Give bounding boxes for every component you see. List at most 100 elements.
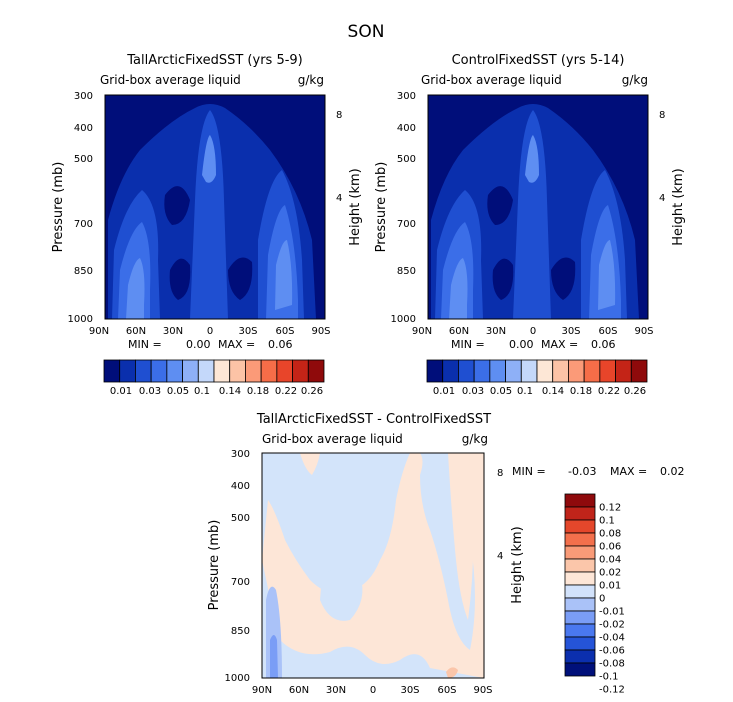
colorbar-tick-label: -0.08 [599,659,625,670]
colorbar-swatch [166,359,183,383]
colorbar-tick-label: -0.02 [599,620,625,631]
colorbar-tick-label: 0.14 [219,386,241,397]
contour-hole-3 [487,186,513,225]
colorbar-tick-label: 0.04 [599,555,621,566]
contour-field [428,95,648,319]
colorbar-swatch [426,359,444,383]
x-tick-labels: 90N 60N 30N 0 30S 60S 90S [89,326,331,337]
positive-region-top [300,453,320,475]
colorbar-tick-label: -0.04 [599,633,625,644]
colorbar-swatch [245,359,262,383]
x-tick-label: 0 [207,326,213,337]
panel-subtitle: Grid-box average liquid [262,432,403,446]
x-tick-label: 60N [126,326,146,337]
colorbar-swatch [583,359,601,383]
colorbar-swatch [564,636,596,651]
colorbar-tick-label: 0 [599,594,605,605]
y-tick-label: 700 [231,577,250,588]
y-axis-title: Pressure (mb) [374,162,389,253]
panel-title: TallArcticFixedSST (yrs 5-9) [126,53,303,68]
colorbar-swatch [505,359,522,383]
contour-field [105,95,325,319]
x-tick-label: 90N [412,326,432,337]
y-tick-label: 300 [397,91,416,102]
colorbar-swatch [442,359,459,383]
colorbar-swatch [564,532,596,547]
contour-hole [492,258,514,300]
colorbar-tick-label: 0.14 [542,386,564,397]
colorbar-swatch [564,571,596,586]
colorbar-swatch [489,359,506,383]
colorbar-swatch [119,359,136,383]
x-tick-label: 90S [311,326,330,337]
colorbar-labels: 0.01 0.03 0.05 0.1 0.14 0.18 0.22 0.26 [110,386,323,397]
blue-interior [320,567,363,621]
units-label: g/kg [298,73,324,87]
colorbar-swatch [536,359,554,383]
min-label: MIN = [512,465,546,478]
colorbar-tick-label: 0.18 [570,386,592,397]
x-tick-label: 60S [598,326,617,337]
panel-top-right: ControlFixedSST (yrs 5-14) Grid-box aver… [374,53,686,397]
colorbar-swatch [564,662,596,677]
figure-title: SON [348,22,385,42]
y-axis-title: Pressure (mb) [51,162,66,253]
y-tick-label: 400 [397,123,416,134]
positive-spot [446,667,458,678]
colorbar [426,359,648,383]
min-label: MIN = [451,338,485,351]
colorbar-tick-label: 0.06 [599,542,621,553]
colorbar-tick-label: 0.26 [624,386,646,397]
y-right-tick-label: 4 [659,193,665,204]
y-tick-label: 1000 [68,314,93,325]
x-tick-label: 60N [289,685,309,696]
colorbar-swatch [615,359,632,383]
colorbar-swatch [564,623,596,638]
y-axis-title-right: Height (km) [348,168,363,245]
colorbar-tick-label: -0.01 [599,607,625,618]
contour-tropical [190,110,228,319]
y-tick-label: 400 [231,481,250,492]
y-right-tick-label: 8 [659,110,665,121]
units-label: g/kg [462,432,488,446]
colorbar-tick-label: 0.05 [490,386,512,397]
contour-hole-2 [551,257,576,300]
y-tick-label: 850 [231,626,250,637]
x-tick-labels: 90N 60N 30N 0 30S 60S 90S [412,326,654,337]
max-value: 0.02 [660,465,685,478]
colorbar-tick-label: 0.12 [599,503,621,514]
positive-region-right [448,453,474,620]
colorbar-tick-label: 0.03 [139,386,161,397]
colorbar-swatch [182,359,199,383]
colorbar-swatch [564,610,596,625]
colorbar-tick-label: 0.26 [301,386,323,397]
y-tick-label: 700 [74,219,93,230]
y-tick-label: 400 [74,123,93,134]
y-right-tick-label: 4 [497,551,503,562]
y-tick-label: 1000 [225,673,250,684]
min-max-readout: MIN = 0.00 MAX = 0.06 [451,338,616,351]
colorbar-tick-label: 0.02 [599,568,621,579]
colorbar-tick-label: -0.1 [599,672,619,683]
colorbar-swatch [103,359,121,383]
contour-tropical-core [525,135,539,183]
colorbar-tick-label: 0.18 [247,386,269,397]
x-tick-label: 90S [634,326,653,337]
colorbar-swatch [229,359,246,383]
min-value: 0.00 [509,338,534,351]
x-tick-label: 30N [163,326,183,337]
colorbar-swatch [150,359,168,383]
y-tick-label: 850 [74,266,93,277]
colorbar-swatch [564,545,596,560]
contour-hole-2 [228,257,253,300]
y-tick-labels: 300 400 500 700 850 1000 [68,91,93,325]
colorbar-swatch [292,359,309,383]
x-tick-label: 90N [89,326,109,337]
contour-field [262,453,484,678]
x-tick-label: 90S [473,685,492,696]
colorbar-tick-label: 0.1 [599,516,615,527]
colorbar-labels: 0.12 0.1 0.08 0.06 0.04 0.02 0.01 0 -0.01 -0.02 -0… [599,503,625,696]
colorbar-tick-label: -0.12 [599,685,625,696]
colorbar-swatch [197,359,215,383]
min-max-readout: MIN = 0.00 MAX = 0.06 [128,338,293,351]
